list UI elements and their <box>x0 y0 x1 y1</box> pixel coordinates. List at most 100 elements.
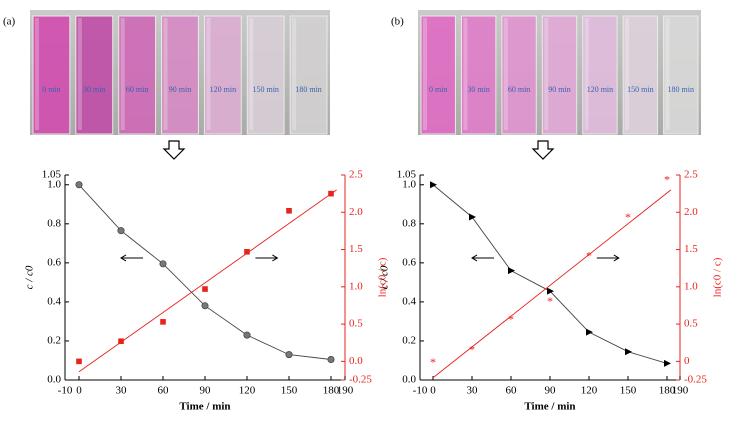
arrow-right <box>596 254 620 262</box>
vial-highlight <box>463 18 468 130</box>
marker: * <box>664 172 670 186</box>
x-tick-label: 150 <box>281 385 298 397</box>
vial-highlight <box>163 18 168 130</box>
marker <box>243 331 251 339</box>
marker <box>430 181 437 189</box>
vial-label: 90 min <box>169 85 191 94</box>
vial <box>203 15 242 135</box>
marker: * <box>625 210 631 224</box>
x-axis-label: Time / min <box>179 401 230 413</box>
marker <box>202 286 208 292</box>
x-tick-label: 30 <box>116 385 128 397</box>
arrow-left <box>471 254 494 262</box>
vial <box>582 15 618 135</box>
y-tick-label: 1.05 <box>397 169 417 181</box>
vial <box>541 15 578 135</box>
x-tick-label: 190 <box>672 385 689 397</box>
vial-label: 150 min <box>252 85 278 94</box>
y2-tick-label: -0.25 <box>349 374 372 386</box>
marker <box>117 227 125 235</box>
marker <box>547 287 554 295</box>
vial-highlight <box>423 18 427 130</box>
series-line <box>432 184 668 364</box>
vial-label: 120 min <box>210 85 236 94</box>
y2-tick-label: 2.5 <box>684 169 698 181</box>
vial-label: 150 min <box>627 85 653 94</box>
y2-axis-label: ln(c0 / c) <box>712 257 724 297</box>
marker: * <box>469 342 475 356</box>
x-tick-label: 0 <box>76 385 82 397</box>
y2-tick-label: 0 <box>684 355 690 367</box>
y-axis-label: c / c0 <box>24 265 36 289</box>
x-tick-label: -10 <box>58 385 73 397</box>
x-tick-label: 60 <box>506 385 518 397</box>
marker <box>664 359 671 367</box>
panel-label: (a) <box>3 16 16 28</box>
marker <box>586 328 593 336</box>
vial <box>161 15 199 135</box>
y2-tick-label: 0.5 <box>684 318 698 330</box>
y2-tick-label: 0.5 <box>349 318 363 330</box>
vial-highlight <box>35 18 39 130</box>
marker <box>159 260 167 268</box>
marker <box>469 213 476 221</box>
y2-tick-label: -0.25 <box>684 374 707 386</box>
vial-label: 180 min <box>295 85 321 94</box>
y-tick-label: 0.6 <box>47 256 61 268</box>
vial-label: 60 min <box>126 85 148 94</box>
marker <box>286 207 292 214</box>
x-axis-label: Time / min <box>524 401 575 413</box>
y2-axis-label: ln(c0 / c) <box>377 257 389 297</box>
y-axis-label: c / c0 <box>379 265 391 289</box>
y-tick-label: 0.6 <box>402 256 416 268</box>
x-tick-label: 60 <box>158 385 170 397</box>
vial-highlight <box>292 18 297 130</box>
y-tick-label: 1.05 <box>42 169 62 181</box>
marker: * <box>586 249 592 263</box>
marker: * <box>508 312 514 326</box>
y-tick-label: 1.0 <box>47 178 61 190</box>
vial-label: 120 min <box>587 85 613 94</box>
vial <box>289 15 328 135</box>
y-tick-label: 0.4 <box>47 295 61 307</box>
y2-tick-label: 2.0 <box>684 206 698 218</box>
marker <box>160 319 166 325</box>
x-tick-label: 0 <box>430 385 436 397</box>
vial <box>246 15 285 135</box>
y-tick-label: 1.0 <box>402 178 416 190</box>
vial-highlight <box>584 18 589 130</box>
y2-tick-label: 2.5 <box>349 169 363 181</box>
vial <box>622 15 659 135</box>
y2-tick-label: 1.5 <box>349 243 363 255</box>
y-tick-label: 0.2 <box>402 334 416 346</box>
vial <box>460 15 497 135</box>
vial-highlight <box>206 18 211 130</box>
x-tick-label: 120 <box>581 385 598 397</box>
vial-highlight <box>625 18 630 130</box>
series-line <box>78 184 332 360</box>
vial <box>663 15 699 135</box>
y2-tick-label: 1.0 <box>349 280 363 292</box>
y-tick-label: 0.0 <box>47 374 61 386</box>
marker: * <box>547 294 553 308</box>
marker <box>201 302 209 310</box>
marker <box>244 248 250 255</box>
vial-label: 0 min <box>42 85 60 94</box>
x-tick-label: 90 <box>545 385 557 397</box>
vial-highlight <box>544 18 549 130</box>
x-tick-label: -10 <box>413 385 428 397</box>
vial <box>75 15 114 135</box>
down-arrow <box>162 140 555 160</box>
y2-tick-label: 1.0 <box>684 280 698 292</box>
vial-label: 90 min <box>548 85 570 94</box>
x-tick-label: 90 <box>200 385 212 397</box>
marker <box>285 351 293 359</box>
y-tick-label: 0.4 <box>402 295 416 307</box>
marker <box>625 348 632 356</box>
marker <box>75 181 83 189</box>
series-line <box>432 189 672 379</box>
vial-highlight <box>249 18 254 130</box>
y-tick-label: 0.2 <box>47 334 61 346</box>
x-tick-label: 150 <box>620 385 637 397</box>
